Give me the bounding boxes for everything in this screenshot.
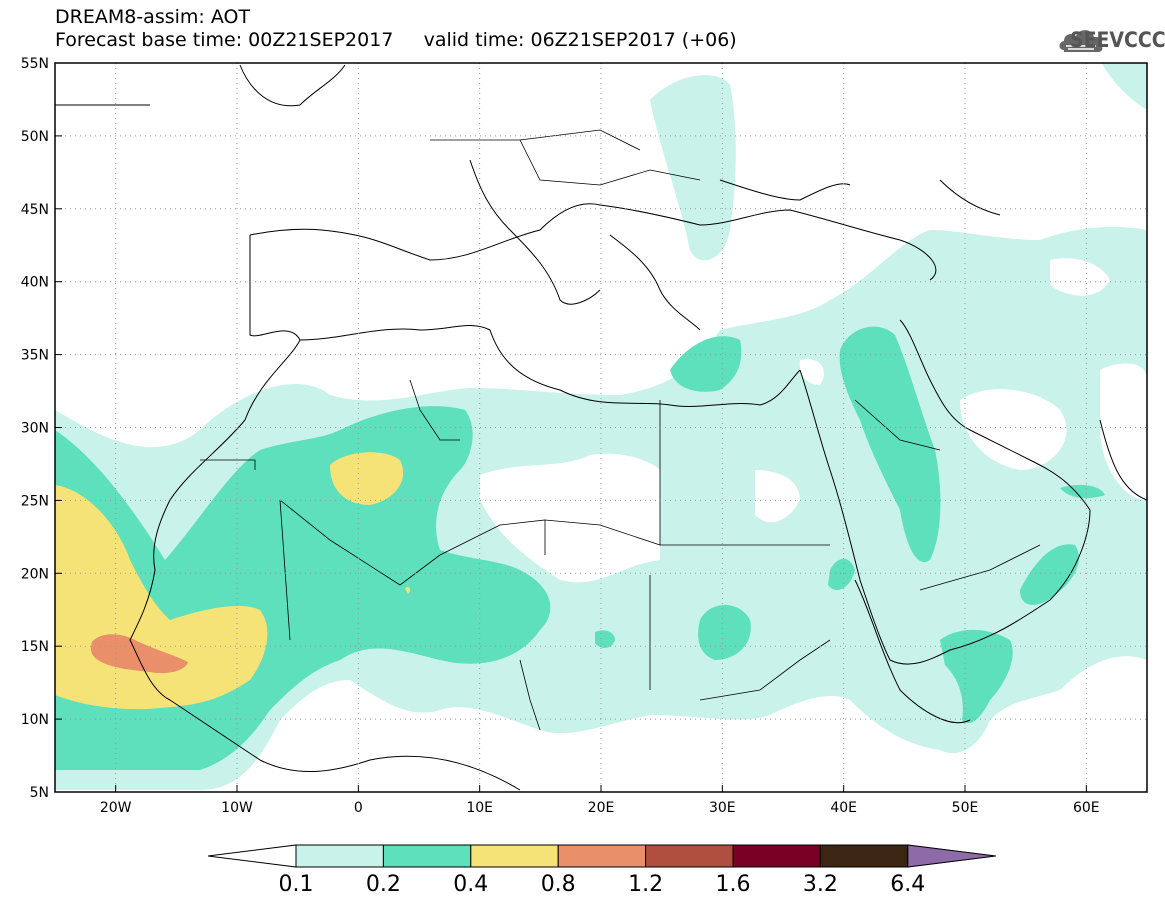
colorbar-box [732,844,821,868]
lon-tick-label: 40E [830,800,857,816]
lat-tick-label: 5N [30,785,49,801]
lat-tick-label: 35N [21,348,49,364]
colorbar-label: 1.6 [716,872,751,897]
lon-tick-label: 30E [709,800,736,816]
aot-below-0.1 [480,258,1147,583]
lat-tick-label: 40N [21,275,49,291]
map-title: DREAM8-assim: AOT [55,6,251,28]
colorbar-high-arrow [907,844,996,868]
lon-tick-label: 60E [1073,800,1100,816]
colorbar-low-arrow [207,844,297,868]
lat-tick-label: 55N [21,56,49,72]
lat-tick-label: 45N [21,202,49,218]
forecast-time-subtitle: Forecast base time: 00Z21SEP2017 valid t… [55,29,737,51]
lon-tick-label: 20W [100,800,132,816]
colorbar-box [470,844,559,868]
colorbar-label: 0.1 [279,872,314,897]
lon-tick-label: 10W [221,800,253,816]
colorbar-label: 0.8 [541,872,576,897]
latitude-labels: 5N 10N 15N 20N 25N 30N 35N 40N 45N 50N 55N [21,56,49,801]
colorbar-labels: 0.1 0.2 0.4 0.8 1.2 1.6 3.2 6.4 [279,872,926,897]
lon-tick-label: 20E [588,800,615,816]
lat-tick-label: 20N [21,566,49,582]
grid-lines [55,63,1147,792]
colorbar-box [557,844,647,868]
axis-ticks [55,62,1087,793]
colorbar-box [382,844,472,868]
logo-text: SEEVCCC [1070,28,1165,52]
colorbar-box [819,844,909,868]
colorbar-label: 3.2 [803,872,838,897]
longitude-labels: 20W 10W 0 10E 20E 30E 40E 50E 60E [100,800,1100,816]
colorbar-label: 6.4 [890,872,925,897]
lat-tick-label: 30N [21,421,49,437]
lat-tick-label: 25N [21,493,49,509]
lon-tick-label: 0 [354,800,363,816]
lat-tick-label: 15N [21,639,49,655]
colorbar-label: 0.4 [453,872,488,897]
lat-tick-label: 50N [21,129,49,145]
cloud-icon [1059,30,1103,52]
colorbar-label: 1.2 [628,872,663,897]
colorbar-label: 0.2 [366,872,401,897]
lon-tick-label: 10E [466,800,493,816]
coastlines [55,64,1147,791]
colorbar-box [295,844,384,868]
lon-tick-label: 50E [952,800,979,816]
colorbar-box [645,844,734,868]
colorbar-boxes [207,844,996,868]
lat-tick-label: 10N [21,712,49,728]
political-borders [200,129,1041,731]
